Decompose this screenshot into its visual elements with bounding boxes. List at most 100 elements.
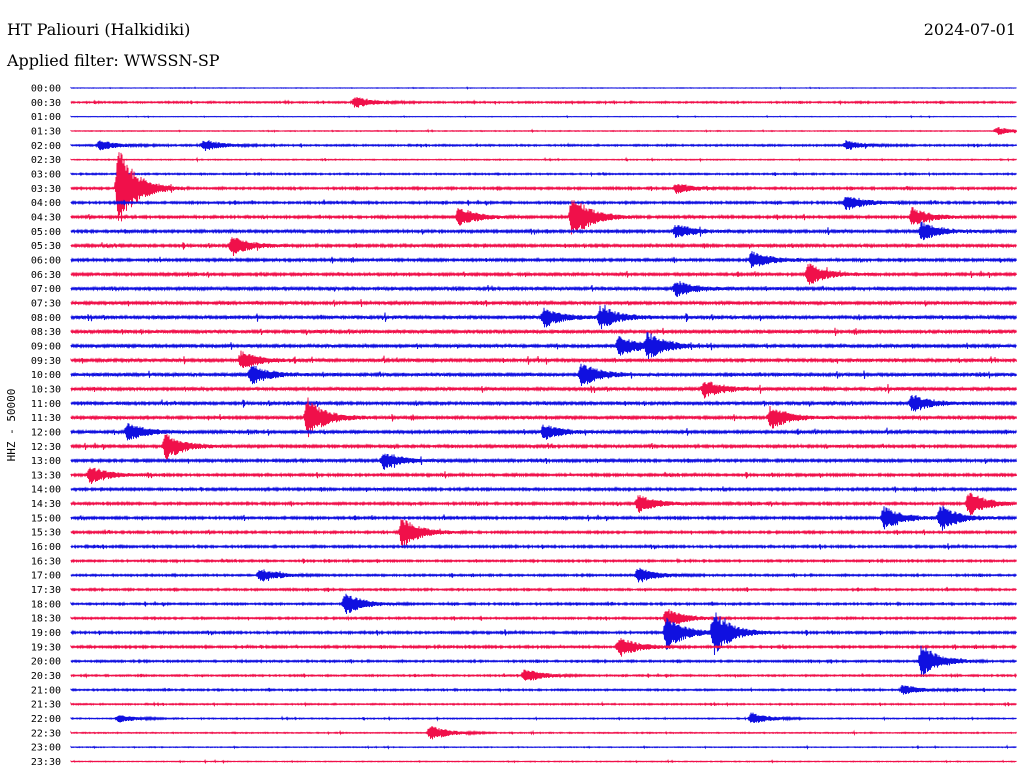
filter-label: Applied filter: WWSSN-SP: [7, 51, 220, 70]
trace-row: [70, 156, 1017, 163]
trace-row: [70, 196, 1017, 210]
time-label: 00:30: [31, 98, 61, 109]
time-label: 06:00: [31, 256, 61, 267]
trace-row: [70, 96, 1017, 108]
trace-row: [70, 609, 1017, 629]
trace-row: [70, 86, 1017, 90]
time-label: 20:30: [31, 671, 61, 682]
trace-row: [70, 350, 1017, 369]
time-label: 10:30: [31, 384, 61, 395]
trace-row: [70, 467, 1017, 485]
trace-row: [70, 612, 1017, 656]
time-label: 21:30: [31, 700, 61, 711]
trace-row: [70, 557, 1017, 564]
time-label: 20:00: [31, 657, 61, 668]
time-label: 04:30: [31, 213, 61, 224]
time-label: 14:30: [31, 499, 61, 510]
trace-row: [70, 744, 1017, 750]
time-label: 05:30: [31, 241, 61, 252]
trace-row: [70, 281, 1017, 297]
trace-row: [70, 645, 1017, 677]
trace-row: [70, 299, 1017, 307]
trace-row: [70, 453, 1017, 470]
trace-row: [70, 519, 1017, 549]
trace-row: [70, 327, 1017, 336]
time-label: 09:00: [31, 341, 61, 352]
time-label: 17:00: [31, 571, 61, 582]
time-label: 18:00: [31, 599, 61, 610]
time-label: 11:00: [31, 399, 61, 410]
trace-row: [70, 397, 1017, 438]
y-axis-label: HHZ - 50000: [5, 389, 18, 462]
trace-row: [70, 567, 1017, 583]
trace-row: [70, 434, 1017, 460]
time-label: 10:00: [31, 370, 61, 381]
time-label: 04:00: [31, 198, 61, 209]
trace-row: [70, 593, 1017, 615]
trace-row: [70, 684, 1017, 695]
time-labels: 00:00 00:30 01:00 01:30 02:00 02:30 03:00 03:30…: [31, 84, 61, 769]
trace-row: [70, 200, 1017, 235]
trace-row: [70, 171, 1017, 178]
time-label: 16:30: [31, 556, 61, 567]
station-title: HT Paliouri (Halkidiki): [7, 20, 191, 39]
time-label: 02:00: [31, 141, 61, 152]
trace-row: [70, 725, 1017, 740]
trace-row: [70, 221, 1017, 241]
trace-row: [70, 304, 1017, 330]
time-label: 01:30: [31, 127, 61, 138]
trace-row: [70, 423, 1017, 441]
time-label: 22:30: [31, 728, 61, 739]
time-label: 16:00: [31, 542, 61, 553]
time-label: 13:30: [31, 470, 61, 481]
time-label: 14:00: [31, 485, 61, 496]
seismic-traces: [70, 86, 1017, 765]
time-label: 23:00: [31, 743, 61, 754]
trace-row: [70, 237, 1017, 257]
date-label: 2024-07-01: [923, 20, 1016, 39]
trace-row: [70, 114, 1017, 119]
trace-row: [70, 701, 1017, 708]
time-label: 07:00: [31, 284, 61, 295]
time-label: 02:30: [31, 155, 61, 166]
time-label: 09:30: [31, 356, 61, 367]
time-label: 07:30: [31, 298, 61, 309]
time-label: 06:30: [31, 270, 61, 281]
time-label: 08:30: [31, 327, 61, 338]
trace-row: [70, 395, 1017, 412]
trace-row: [70, 543, 1017, 550]
trace-row: [70, 140, 1017, 152]
time-label: 15:00: [31, 513, 61, 524]
time-label: 11:30: [31, 413, 61, 424]
time-label: 13:00: [31, 456, 61, 467]
trace-row: [70, 669, 1017, 681]
time-label: 19:00: [31, 628, 61, 639]
trace-row: [70, 332, 1017, 360]
trace-row: [70, 586, 1017, 593]
time-label: 22:00: [31, 714, 61, 725]
time-label: 12:30: [31, 442, 61, 453]
time-label: 23:30: [31, 757, 61, 768]
trace-row: [70, 638, 1017, 657]
trace-row: [70, 127, 1017, 135]
trace-row: [70, 152, 1017, 222]
trace-row: [70, 712, 1017, 723]
trace-row: [70, 486, 1017, 493]
time-label: 18:30: [31, 614, 61, 625]
time-label: 21:00: [31, 685, 61, 696]
time-label: 03:00: [31, 170, 61, 181]
time-label: 19:30: [31, 642, 61, 653]
trace-row: [70, 505, 1017, 531]
trace-row: [70, 263, 1017, 285]
trace-row: [70, 381, 1017, 399]
trace-row: [70, 363, 1017, 387]
time-label: 15:30: [31, 528, 61, 539]
time-label: 03:30: [31, 184, 61, 195]
trace-row: [70, 251, 1017, 269]
trace-row: [70, 492, 1017, 516]
trace-row: [70, 758, 1017, 765]
time-label: 00:00: [31, 84, 61, 95]
time-label: 01:00: [31, 112, 61, 123]
time-label: 05:00: [31, 227, 61, 238]
